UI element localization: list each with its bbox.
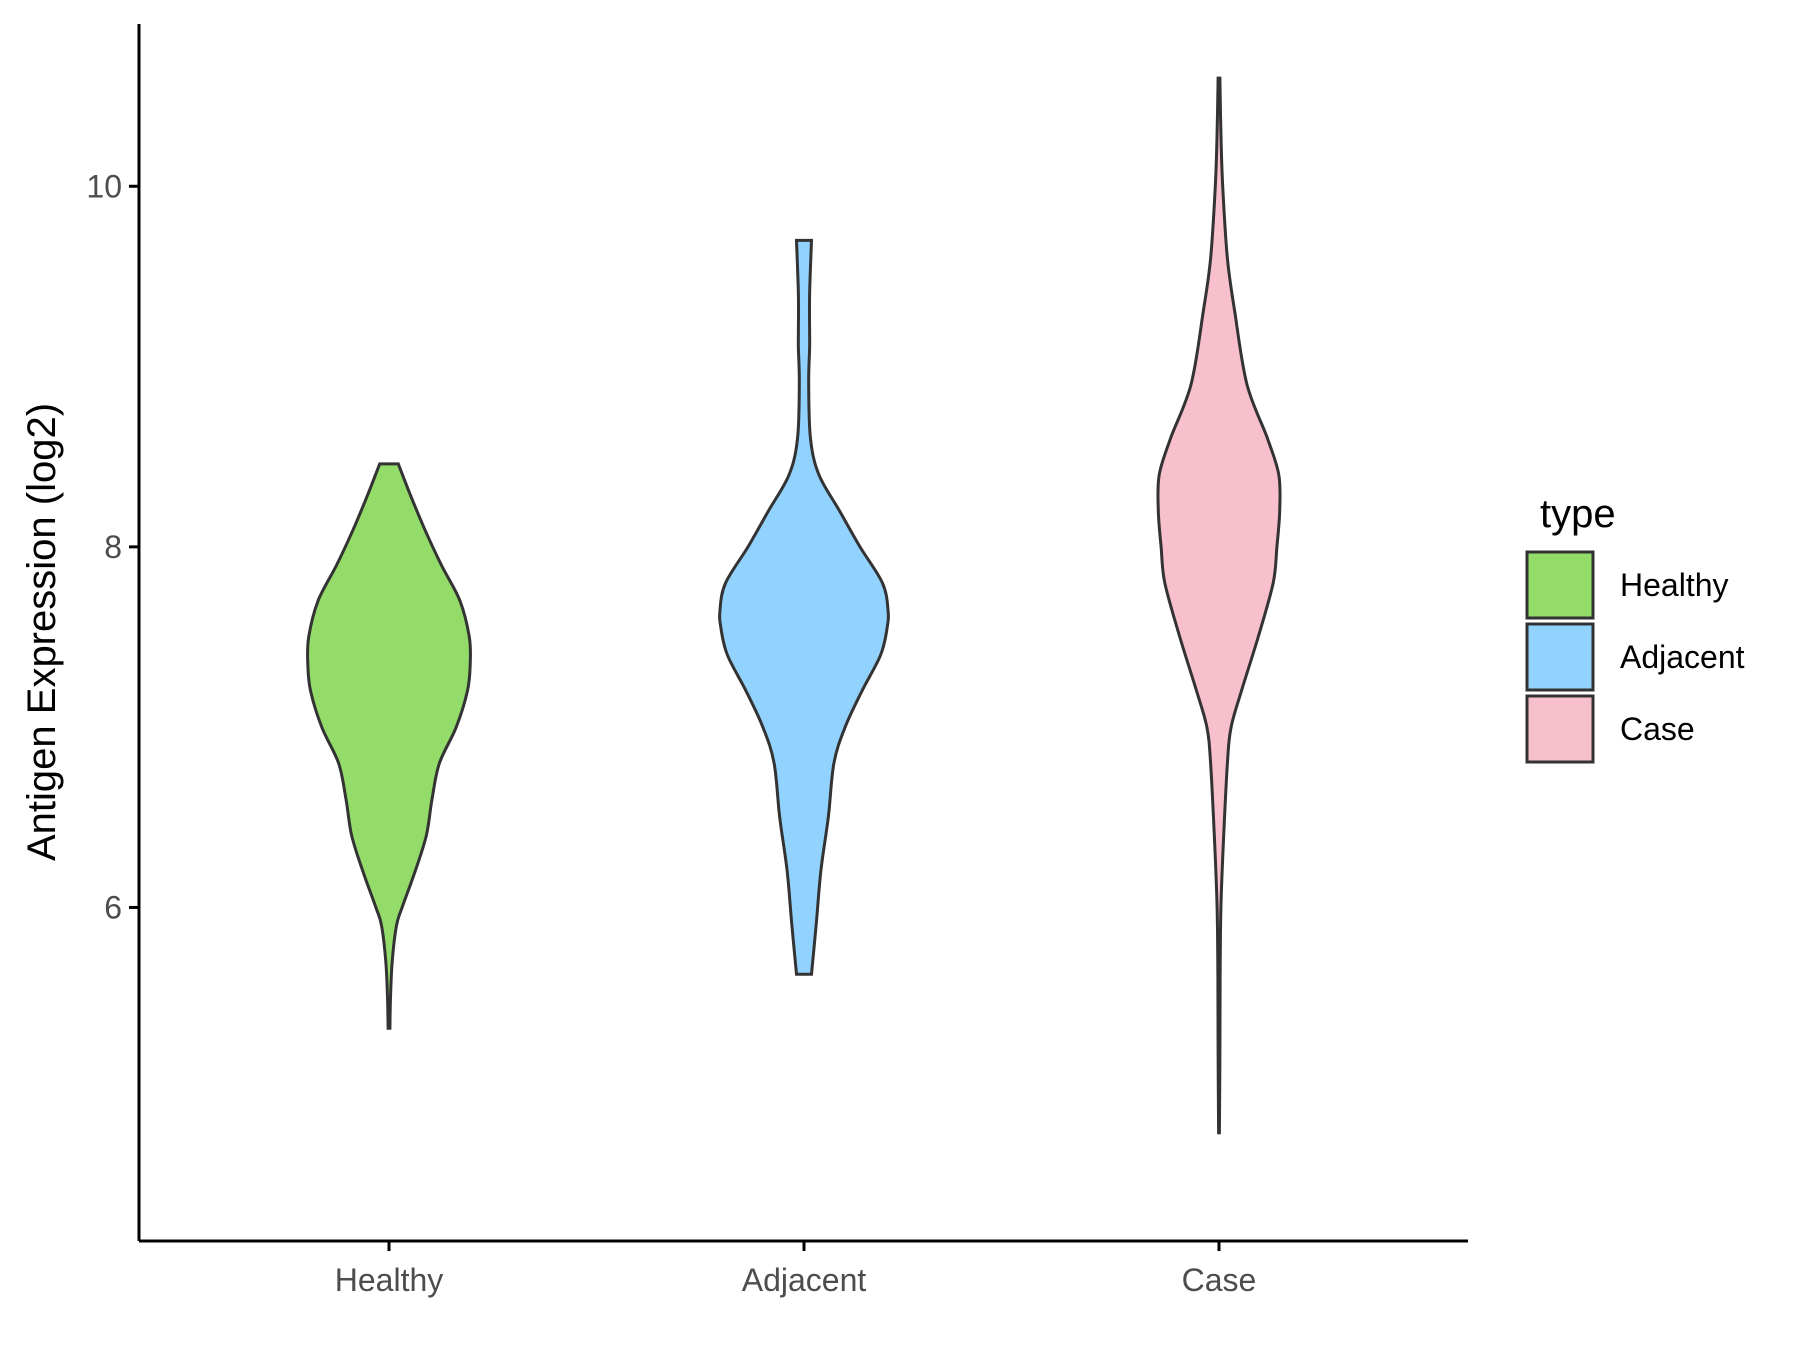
- violins-layer: [306, 76, 1282, 1135]
- y-ticks: 6 8 10: [86, 168, 139, 925]
- legend-key-healthy: [1525, 550, 1595, 620]
- legend-label: Healthy: [1620, 567, 1729, 603]
- legend-label: Case: [1620, 711, 1695, 747]
- violin-adjacent: [718, 238, 890, 976]
- legend: type Healthy Adjacent Case: [1525, 492, 1745, 764]
- y-axis-title: Antigen Expression (log2): [20, 403, 64, 861]
- x-tick-label: Healthy: [335, 1262, 444, 1298]
- y-tick-label: 8: [104, 529, 122, 565]
- x-tick-label: Case: [1182, 1262, 1257, 1298]
- x-tick-label: Adjacent: [742, 1262, 867, 1298]
- violin-healthy: [306, 462, 472, 1030]
- y-tick-label: 10: [86, 168, 122, 204]
- legend-title: type: [1540, 492, 1616, 536]
- x-ticks: Healthy Adjacent Case: [335, 1241, 1257, 1298]
- y-tick-label: 6: [104, 889, 122, 925]
- legend-key-adjacent: [1525, 622, 1595, 692]
- legend-key-case: [1525, 694, 1595, 764]
- violin-case: [1156, 76, 1282, 1135]
- legend-label: Adjacent: [1620, 639, 1745, 675]
